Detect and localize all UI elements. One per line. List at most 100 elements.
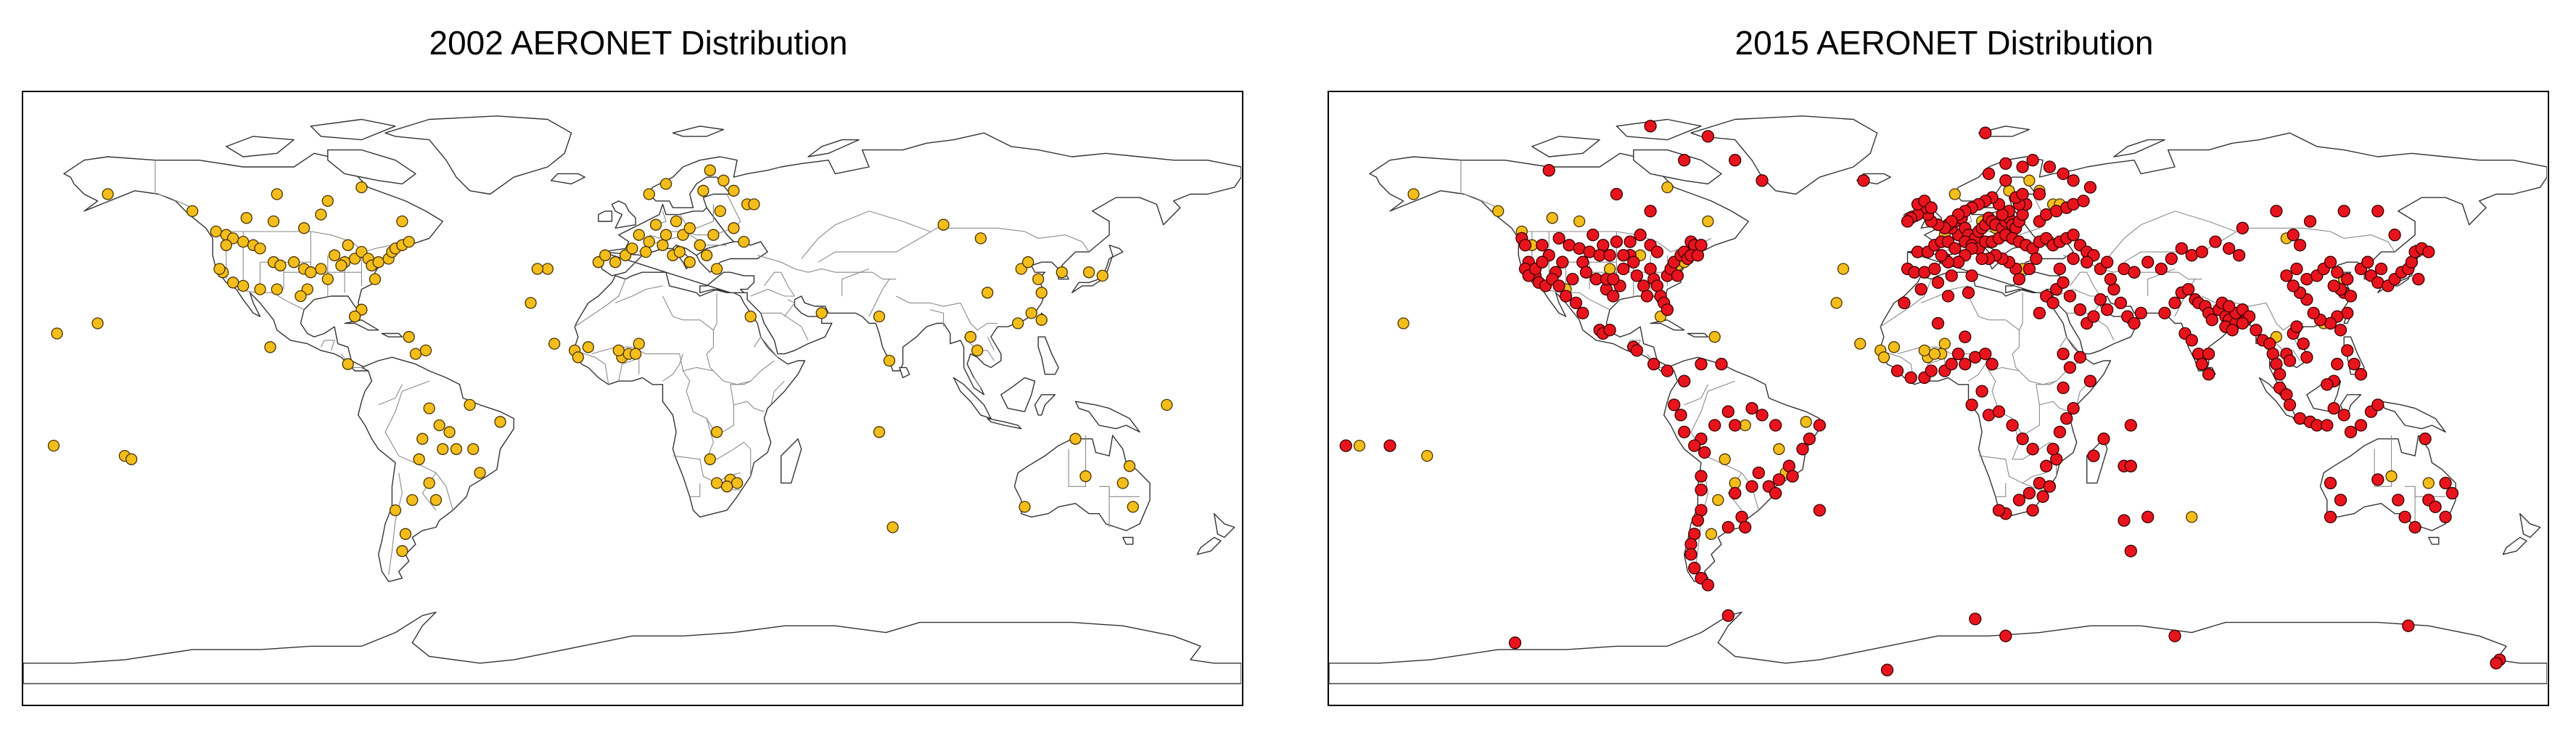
coastline	[1690, 115, 1878, 195]
site-marker-new	[2354, 419, 2368, 432]
site-marker-existing	[704, 164, 716, 176]
site-marker-new	[2334, 494, 2347, 507]
site-marker-new	[2185, 334, 2198, 347]
coastline	[1650, 319, 1685, 331]
site-marker-new	[1962, 286, 1975, 299]
site-marker-new	[2236, 221, 2249, 234]
site-marker-existing	[1492, 205, 1505, 218]
site-marker-new	[2026, 154, 2039, 167]
site-marker-existing	[237, 235, 250, 248]
site-marker-existing	[710, 477, 723, 489]
site-marker-existing	[659, 229, 672, 241]
site-marker-existing	[47, 439, 60, 452]
site-marker-new	[2293, 239, 2307, 252]
site-marker-existing	[1708, 331, 1721, 343]
site-marker-existing	[971, 344, 984, 357]
site-marker-new	[2205, 314, 2218, 327]
panel-title: 2015 AERONET Distribution	[1735, 24, 2154, 62]
site-marker-existing	[91, 317, 104, 329]
site-marker-new	[1729, 419, 1742, 432]
site-marker-new	[2022, 486, 2036, 500]
site-marker-new	[2012, 494, 2026, 507]
site-marker-existing	[720, 480, 733, 493]
site-marker-new	[1701, 578, 1715, 591]
country-border	[1880, 279, 1932, 327]
site-marker-new	[1536, 239, 1549, 252]
country-border	[1684, 384, 1708, 406]
site-marker-existing	[643, 188, 655, 200]
site-marker-new	[1668, 398, 1681, 411]
site-marker-existing	[1661, 181, 1674, 194]
site-marker-existing	[342, 358, 354, 370]
site-marker-existing	[474, 467, 486, 479]
site-marker-existing	[1546, 212, 1558, 224]
site-marker-new	[1992, 405, 2006, 418]
site-marker-new	[2073, 351, 2087, 364]
country-border	[662, 353, 684, 382]
site-marker-existing	[657, 239, 669, 251]
site-marker-existing	[731, 477, 744, 489]
country-border	[320, 340, 335, 351]
site-marker-new	[2324, 510, 2337, 524]
site-marker-new	[2307, 306, 2320, 320]
site-marker-existing	[1012, 317, 1024, 329]
site-marker-new	[1542, 164, 1555, 177]
site-marker-existing	[643, 235, 655, 248]
country-border	[730, 380, 751, 405]
country-border	[388, 472, 403, 576]
site-marker-new	[2083, 181, 2097, 194]
site-marker-new	[1644, 205, 1657, 218]
site-marker-new	[2297, 337, 2310, 351]
site-marker-existing	[612, 344, 625, 357]
site-layer	[1339, 120, 2506, 676]
site-marker-new	[1945, 269, 1958, 282]
site-marker-existing	[348, 310, 361, 323]
site-marker-new	[2270, 205, 2283, 218]
site-marker-new	[2016, 160, 2029, 173]
coastline	[1214, 513, 1235, 539]
site-marker-existing	[873, 310, 886, 323]
site-marker-new	[1671, 269, 1684, 282]
site-marker-new	[2053, 262, 2067, 276]
world-map	[1328, 91, 2549, 706]
site-marker-new	[1339, 439, 1352, 452]
country-border	[987, 336, 995, 351]
site-marker-existing	[355, 181, 368, 194]
site-marker-new	[2371, 205, 2384, 218]
coastline	[598, 210, 613, 222]
coastline	[807, 139, 860, 157]
coastline	[327, 149, 416, 185]
country-border	[2012, 329, 2081, 385]
site-marker-new	[2331, 266, 2344, 279]
site-marker-new	[1556, 255, 1569, 269]
site-marker-new	[1928, 262, 1941, 276]
site-marker-new	[2006, 419, 2019, 432]
site-marker-new	[1999, 629, 2012, 642]
site-marker-new	[1552, 232, 1565, 245]
country-border	[706, 329, 775, 385]
coastline	[672, 126, 725, 137]
site-marker-existing	[707, 229, 720, 241]
site-marker-existing	[305, 266, 317, 279]
site-marker-new	[2429, 500, 2442, 514]
site-marker-new	[2141, 255, 2155, 269]
site-marker-new	[2053, 425, 2067, 438]
site-marker-new	[2168, 629, 2181, 642]
site-marker-new	[2165, 252, 2178, 266]
site-marker-new	[1935, 249, 1948, 262]
site-marker-new	[2388, 229, 2401, 242]
site-marker-existing	[1888, 341, 1901, 353]
site-marker-existing	[886, 521, 899, 533]
site-marker-new	[2094, 293, 2107, 306]
site-marker-new	[1607, 290, 1620, 303]
coastline	[384, 115, 572, 195]
coastline	[2502, 536, 2527, 555]
site-marker-new	[1959, 358, 1972, 371]
site-marker-existing	[548, 337, 561, 350]
site-marker-existing	[372, 256, 384, 269]
site-marker-existing	[186, 205, 199, 218]
site-marker-new	[2104, 272, 2118, 286]
site-marker-new	[1813, 419, 1826, 432]
site-marker-new	[2202, 347, 2215, 361]
site-marker-new	[1695, 470, 1708, 483]
